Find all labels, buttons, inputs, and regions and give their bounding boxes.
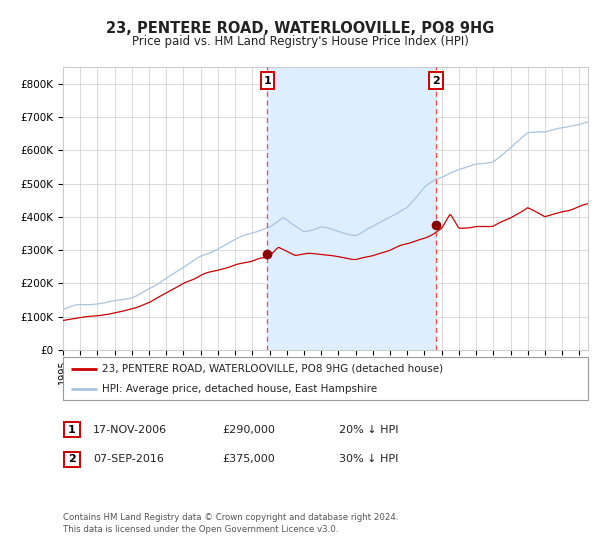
Text: HPI: Average price, detached house, East Hampshire: HPI: Average price, detached house, East… [103,385,377,394]
Text: 1: 1 [263,76,271,86]
Text: 2: 2 [433,76,440,86]
Bar [268,67,436,350]
Text: 07-SEP-2016: 07-SEP-2016 [93,454,164,464]
Text: Price paid vs. HM Land Registry's House Price Index (HPI): Price paid vs. HM Land Registry's House … [131,35,469,48]
FancyBboxPatch shape [63,357,588,400]
Text: £290,000: £290,000 [222,424,275,435]
Text: Contains HM Land Registry data © Crown copyright and database right 2024.: Contains HM Land Registry data © Crown c… [63,513,398,522]
Text: 2: 2 [68,454,76,464]
FancyBboxPatch shape [64,422,80,437]
Text: 17-NOV-2006: 17-NOV-2006 [93,424,167,435]
Text: 23, PENTERE ROAD, WATERLOOVILLE, PO8 9HG: 23, PENTERE ROAD, WATERLOOVILLE, PO8 9HG [106,21,494,36]
Text: This data is licensed under the Open Government Licence v3.0.: This data is licensed under the Open Gov… [63,525,338,534]
Text: £375,000: £375,000 [222,454,275,464]
Text: 23, PENTERE ROAD, WATERLOOVILLE, PO8 9HG (detached house): 23, PENTERE ROAD, WATERLOOVILLE, PO8 9HG… [103,364,443,374]
FancyBboxPatch shape [64,451,80,467]
Text: 30% ↓ HPI: 30% ↓ HPI [339,454,398,464]
Text: 1: 1 [68,424,76,435]
Text: 20% ↓ HPI: 20% ↓ HPI [339,424,398,435]
